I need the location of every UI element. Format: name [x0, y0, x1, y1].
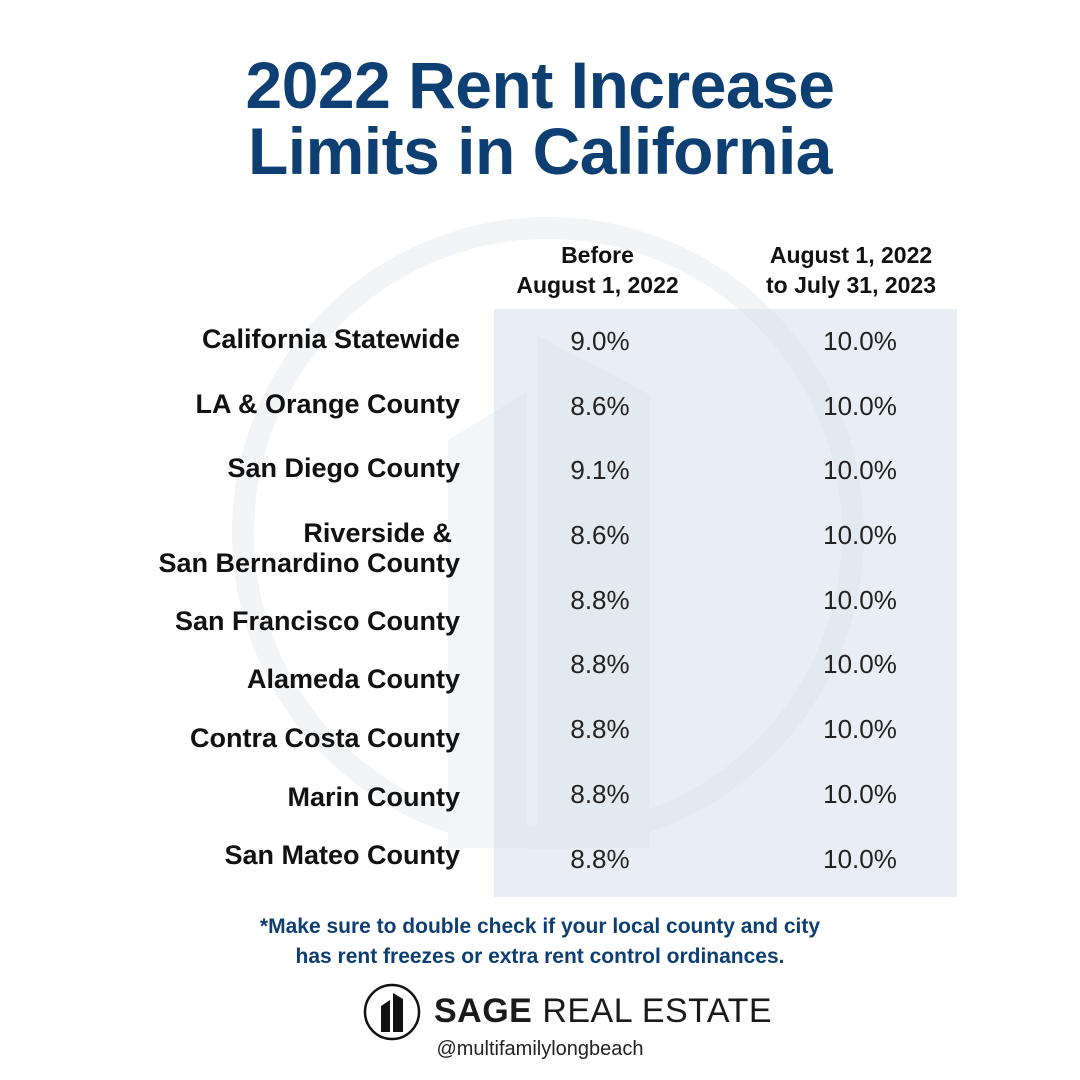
cell-before-alameda-county: 8.8% [570, 649, 630, 679]
brand-name-bold: SAGE [434, 992, 533, 1030]
cell-after-san-francisco-county: 10.0% [823, 585, 897, 615]
brand-logo: SAGE REAL ESTATE [360, 980, 772, 1044]
row-label-la-orange-county: LA & Orange County [195, 389, 460, 419]
cell-before-san-mateo-county: 8.8% [570, 844, 630, 874]
title-line-2: Limits in California [247, 114, 833, 188]
building-logo-icon [363, 983, 421, 1041]
cell-before-marin-county: 8.8% [570, 779, 630, 809]
disclaimer-line-2: has rent freezes or extra rent control o… [295, 945, 785, 968]
row-label-contra-costa-county: Contra Costa County [190, 723, 460, 753]
row-label-riverside-line-2: San Bernardino County [158, 548, 460, 578]
row-label-marin-county: Marin County [287, 782, 461, 812]
column-header-after: August 1, 2022 to July 31, 2023 [745, 240, 957, 300]
brand-name-regular: REAL ESTATE [542, 992, 773, 1030]
row-label-san-diego-county: San Diego County [227, 453, 460, 483]
row-label-san-francisco-county: San Francisco County [174, 606, 460, 636]
column-header-before: Before August 1, 2022 [495, 240, 700, 300]
table-background [494, 309, 957, 897]
row-label-alameda-county: Alameda County [246, 664, 460, 694]
row-label-riverside-line-1: Riverside & [303, 518, 452, 548]
row-label-san-mateo-county: San Mateo County [224, 840, 460, 870]
brand-name: SAGE REAL ESTATE [434, 993, 772, 1029]
cell-before-riverside-san-bernardino: 8.6% [570, 520, 630, 550]
cell-before-contra-costa-county: 8.8% [570, 714, 630, 744]
cell-after-alameda-county: 10.0% [823, 649, 897, 679]
cell-after-san-mateo-county: 10.0% [823, 844, 897, 874]
disclaimer-note: *Make sure to double check if your local… [0, 912, 1080, 972]
cell-after-california-statewide: 10.0% [823, 326, 897, 356]
page-title: 2022 Rent Increase Limits in California [0, 52, 1080, 184]
cell-after-la-orange-county: 10.0% [823, 391, 897, 421]
social-handle: @multifamilylongbeach [436, 1038, 644, 1060]
cell-after-san-diego-county: 10.0% [823, 455, 897, 485]
column-header-before-line-1: Before [561, 242, 634, 268]
column-header-after-line-2: to July 31, 2023 [765, 272, 937, 298]
cell-before-la-orange-county: 8.6% [570, 391, 630, 421]
cell-after-marin-county: 10.0% [823, 779, 897, 809]
disclaimer-line-1: *Make sure to double check if your local… [259, 915, 821, 938]
column-header-after-line-1: August 1, 2022 [769, 242, 933, 268]
column-header-before-line-2: August 1, 2022 [516, 272, 679, 298]
cell-after-contra-costa-county: 10.0% [823, 714, 897, 744]
cell-after-riverside-san-bernardino: 10.0% [823, 520, 897, 550]
cell-before-california-statewide: 9.0% [570, 326, 630, 356]
cell-before-san-francisco-county: 8.8% [570, 585, 630, 615]
cell-before-san-diego-county: 9.1% [570, 455, 630, 485]
row-label-california-statewide: California Statewide [201, 324, 460, 354]
title-line-1: 2022 Rent Increase [245, 48, 835, 122]
